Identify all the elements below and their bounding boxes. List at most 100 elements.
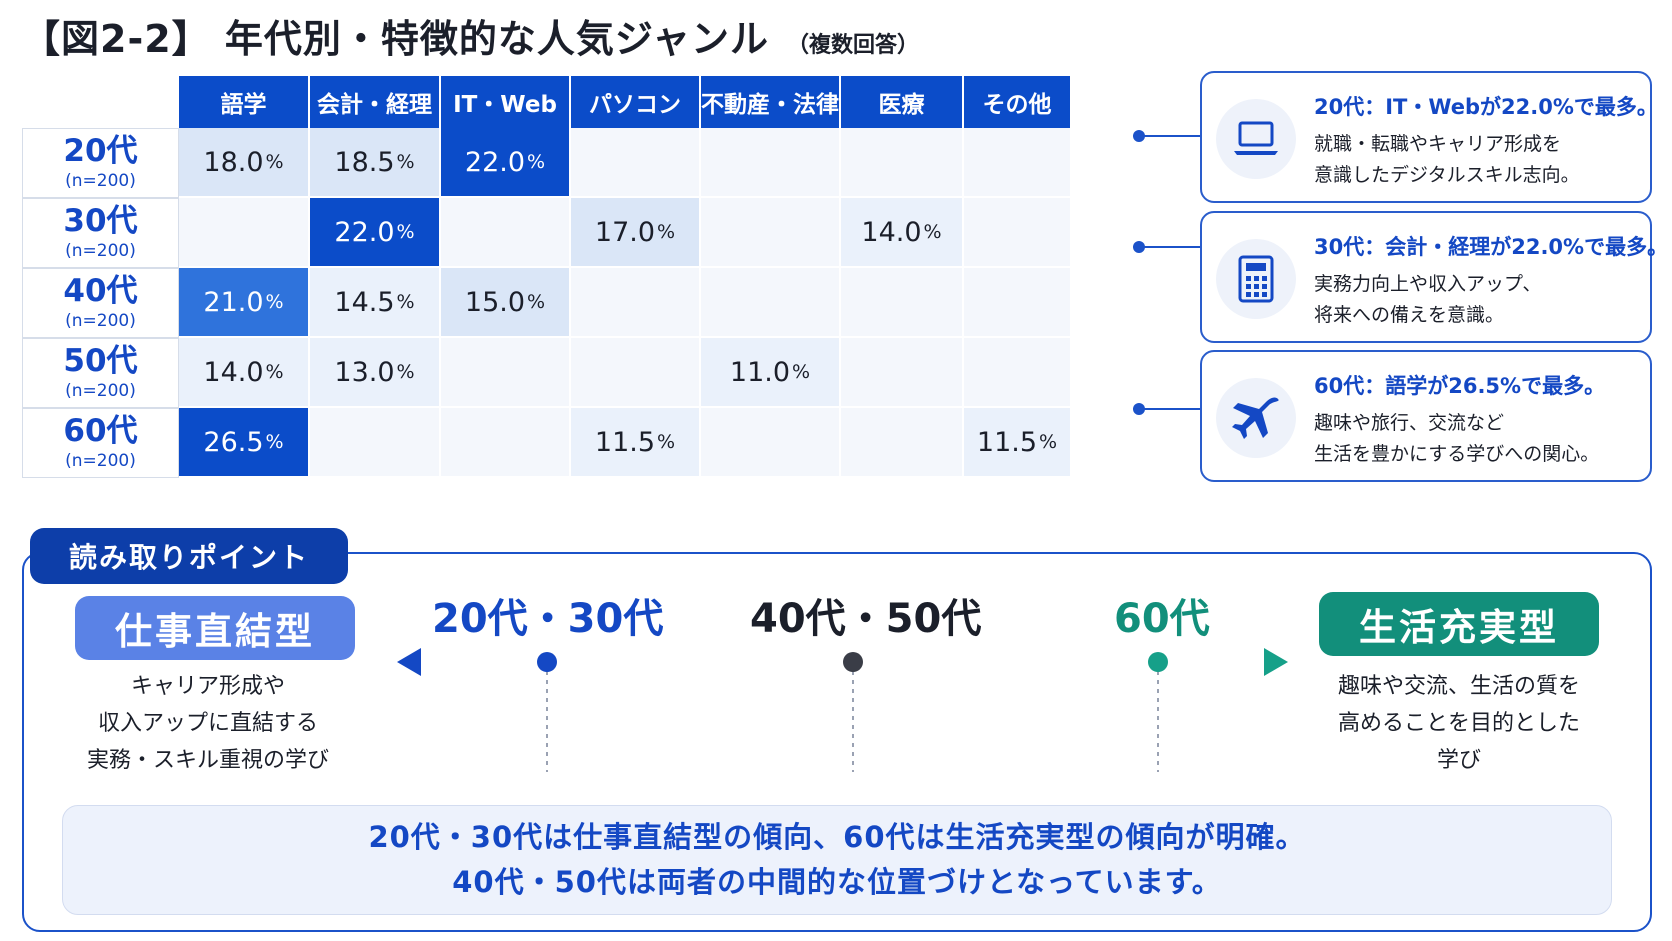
axis-label-40-50: 40代・50代 bbox=[750, 596, 982, 642]
callout-connector bbox=[1138, 135, 1200, 137]
cell-unit: % bbox=[265, 291, 284, 313]
sample-size: (n=200) bbox=[65, 450, 136, 471]
heatmap-cell: 18.0% bbox=[179, 128, 310, 198]
cell-value: 11.5 bbox=[594, 426, 656, 458]
arrow-left-icon bbox=[397, 648, 421, 676]
cell-unit: % bbox=[923, 221, 942, 243]
cell-value: 11.5 bbox=[976, 426, 1038, 458]
row-label: 50代 (n=200) bbox=[22, 338, 179, 408]
heatmap-cell bbox=[179, 198, 310, 268]
heatmap-cell bbox=[701, 408, 841, 478]
marker-60 bbox=[1148, 652, 1168, 672]
row-label: 60代 (n=200) bbox=[22, 408, 179, 478]
callout-text: 将来への備えを意識。 bbox=[1314, 304, 1505, 326]
page-title: 【図2-2】 年代別・特徴的な人気ジャンル bbox=[22, 17, 769, 61]
cell-value: 15.0 bbox=[464, 286, 526, 318]
age-label: 30代 bbox=[63, 202, 138, 239]
tendency-axis bbox=[397, 648, 1288, 772]
heatmap-cell: 26.5% bbox=[179, 408, 310, 478]
laptop-icon bbox=[1216, 99, 1296, 179]
heatmap-cell: 11.5% bbox=[964, 408, 1072, 478]
heatmap-cell: 17.0% bbox=[571, 198, 701, 268]
cell-unit: % bbox=[1039, 431, 1058, 453]
column-header: 不動産・法律 bbox=[701, 76, 841, 128]
cell-unit: % bbox=[396, 151, 415, 173]
callout-text: 実務力向上や収入アップ、 bbox=[1314, 273, 1542, 295]
summary-line: 40代・50代は両者の中間的な位置づけとなっています。 bbox=[452, 865, 1222, 899]
insight-callout: 20代：IT・Webが22.0%で最多。 就職・転職やキャリア形成を 意識したデジタ… bbox=[1200, 71, 1658, 203]
heatmap-cell: 22.0% bbox=[310, 198, 441, 268]
summary-line: 20代・30代は仕事直結型の傾向、60代は生活充実型の傾向が明確。 bbox=[368, 820, 1306, 854]
callout-text: 生活を豊かにする学びへの関心。 bbox=[1314, 443, 1600, 465]
cell-value: 18.5 bbox=[334, 146, 395, 178]
cell-value: 22.0 bbox=[334, 216, 395, 248]
callout-text: 意識したデジタルスキル志向。 bbox=[1314, 164, 1580, 186]
callout-text: 趣味や旅行、交流など bbox=[1314, 412, 1505, 434]
work-type-description: キャリア形成や 収入アップに直結する 実務・スキル重視の学び bbox=[48, 668, 368, 779]
heatmap-cell: 15.0% bbox=[441, 268, 571, 338]
column-header: 医療 bbox=[841, 76, 964, 128]
heatmap-cell: 13.0% bbox=[310, 338, 441, 408]
callout-connector bbox=[1138, 408, 1200, 410]
callout-title: 60代：語学が26.5%で最多。 bbox=[1314, 374, 1606, 398]
age-label: 50代 bbox=[63, 342, 138, 379]
heatmap-cell: 14.0% bbox=[179, 338, 310, 408]
heatmap-cell: 11.0% bbox=[701, 338, 841, 408]
heatmap-cell bbox=[571, 338, 701, 408]
life-type-pill: 生活充実型 bbox=[1319, 592, 1599, 656]
reading-point-frame bbox=[22, 552, 1652, 932]
cell-unit: % bbox=[657, 431, 676, 453]
cell-value: 14.0 bbox=[203, 356, 264, 388]
heatmap-cell: 14.0% bbox=[841, 198, 964, 268]
title-row: 【図2-2】 年代別・特徴的な人気ジャンル （複数回答） bbox=[22, 8, 919, 68]
cell-value: 26.5 bbox=[203, 426, 264, 458]
work-desc-line: 収入アップに直結する bbox=[97, 711, 318, 736]
sample-size: (n=200) bbox=[65, 380, 136, 401]
heatmap-cell bbox=[571, 128, 701, 198]
column-header: 会計・経理 bbox=[310, 76, 441, 128]
marker-40-50 bbox=[843, 652, 863, 672]
genre-heatmap: 語学 会計・経理 IT・Web パソコン 不動産・法律 医療 その他 20代 (n=200) 18… bbox=[22, 76, 1132, 504]
cell-unit: % bbox=[657, 221, 676, 243]
cell-value: 11.0 bbox=[729, 356, 791, 388]
cell-value: 17.0 bbox=[594, 216, 656, 248]
heatmap-cell bbox=[571, 268, 701, 338]
heatmap-cell bbox=[841, 338, 964, 408]
work-desc-line: キャリア形成や bbox=[130, 674, 285, 699]
reading-point-tab: 読み取りポイント bbox=[30, 528, 348, 584]
insight-callout: 60代：語学が26.5%で最多。 趣味や旅行、交流など生活を豊かにする学びへの関心… bbox=[1200, 350, 1652, 482]
axis-label-20-30: 20代・30代 bbox=[432, 596, 664, 642]
column-header: パソコン bbox=[571, 76, 701, 128]
cell-value: 14.5 bbox=[334, 286, 395, 318]
life-type-description: 趣味や交流、生活の質を 高めることを目的とした 学び bbox=[1299, 668, 1619, 779]
column-header: IT・Web bbox=[441, 76, 571, 128]
life-desc-line: 学び bbox=[1436, 748, 1481, 773]
column-header: 語学 bbox=[179, 76, 310, 128]
row-label: 20代 (n=200) bbox=[22, 128, 179, 198]
heatmap-cell bbox=[841, 408, 964, 478]
callout-title: 20代：IT・Webが22.0%で最多。 bbox=[1314, 95, 1658, 119]
callout-title: 30代：会計・経理が22.0%で最多。 bbox=[1314, 235, 1669, 259]
insight-callout: 30代：会計・経理が22.0%で最多。 実務力向上や収入アップ、 将来への備えを意識… bbox=[1200, 211, 1668, 343]
summary-box: 20代・30代は仕事直結型の傾向、60代は生活充実型の傾向が明確。 40代・50… bbox=[62, 805, 1612, 915]
cell-unit: % bbox=[265, 151, 284, 173]
age-label: 20代 bbox=[63, 132, 138, 169]
page-subtitle: （複数回答） bbox=[786, 33, 919, 58]
cell-unit: % bbox=[396, 221, 415, 243]
heatmap-cell: 21.0% bbox=[179, 268, 310, 338]
age-label: 40代 bbox=[63, 272, 138, 309]
heatmap-cell bbox=[441, 408, 571, 478]
heatmap-cell bbox=[310, 408, 441, 478]
callout-text: 就職・転職やキャリア形成を bbox=[1314, 133, 1562, 155]
row-label: 30代 (n=200) bbox=[22, 198, 179, 268]
cell-unit: % bbox=[396, 361, 415, 383]
callout-dot bbox=[1133, 241, 1145, 253]
life-desc-line: 高めることを目的とした bbox=[1337, 711, 1580, 736]
heatmap-cell bbox=[964, 198, 1072, 268]
callout-dot bbox=[1133, 130, 1145, 142]
marker-20-30 bbox=[537, 652, 557, 672]
sample-size: (n=200) bbox=[65, 240, 136, 261]
work-type-pill: 仕事直結型 bbox=[75, 596, 355, 660]
cell-unit: % bbox=[265, 361, 284, 383]
cell-value: 14.0 bbox=[861, 216, 922, 248]
